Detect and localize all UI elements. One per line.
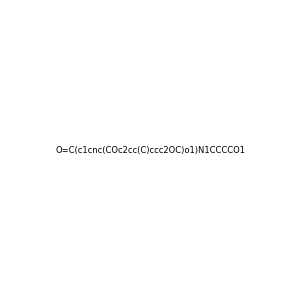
Text: O=C(c1cnc(COc2cc(C)ccc2OC)o1)N1CCCCO1: O=C(c1cnc(COc2cc(C)ccc2OC)o1)N1CCCCO1 [55, 146, 245, 154]
